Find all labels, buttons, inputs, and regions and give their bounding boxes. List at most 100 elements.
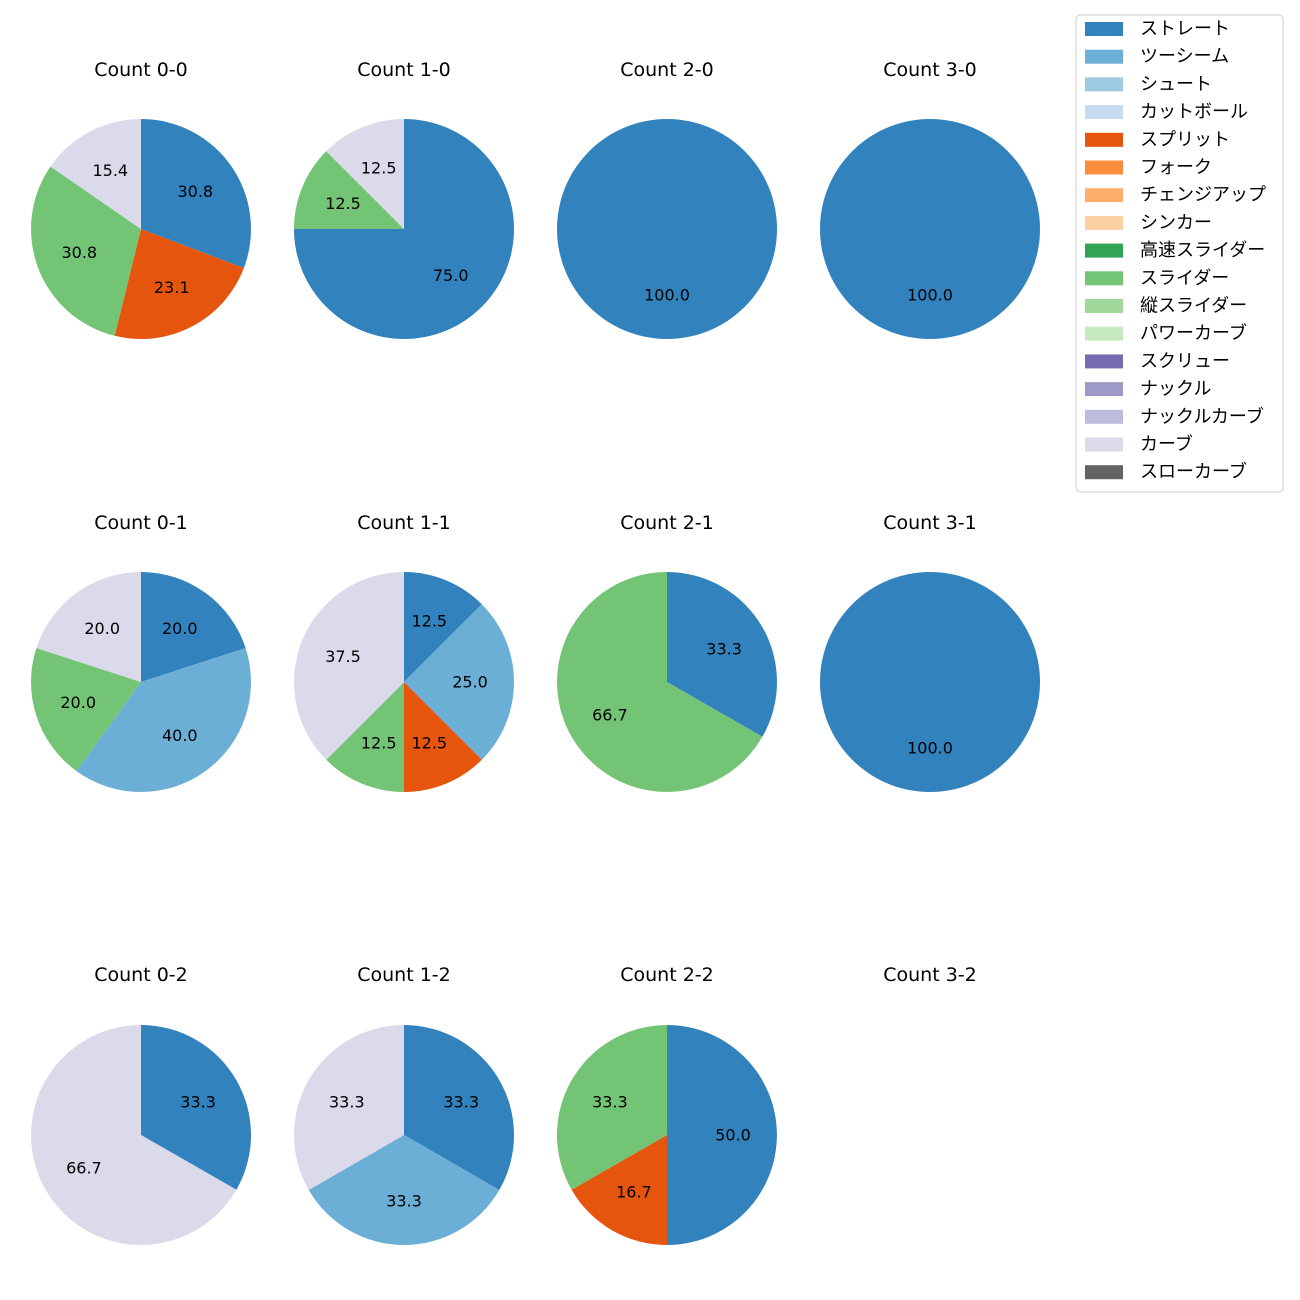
pie-chart: Count 3-2 [883, 964, 977, 986]
pie-chart: Count 3-1 100.0 [820, 512, 1040, 792]
slice-label: 33.3 [706, 639, 742, 658]
slice-label: 20.0 [162, 619, 198, 638]
slice-label: 40.0 [162, 726, 198, 745]
pie-slice [31, 1025, 237, 1245]
pie-title: Count 1-0 [357, 59, 451, 81]
legend-swatch [1085, 188, 1123, 203]
legend-swatch [1085, 299, 1123, 313]
slice-label: 33.3 [386, 1192, 422, 1211]
pie-title: Count 0-1 [94, 512, 188, 534]
pie-title: Count 1-2 [357, 964, 451, 986]
slice-label: 20.0 [60, 693, 96, 712]
pie-chart: Count 0-2 33.3 66.7 [31, 964, 252, 1245]
legend-item: シュート [1085, 74, 1212, 95]
legend-item: ストレート [1085, 19, 1230, 40]
pie-slice [556, 1025, 667, 1190]
pie-slice [326, 682, 404, 792]
pie-slice [50, 118, 141, 229]
legend-swatch [1085, 132, 1123, 147]
pie-slice [36, 572, 141, 682]
legend-label: シュート [1140, 74, 1212, 95]
pie-slice [76, 648, 252, 793]
pie-slice [557, 572, 763, 792]
pie-chart: Count 1-0 75.0 12.512.5 [294, 59, 514, 339]
legend-item: スクリュー [1085, 351, 1230, 372]
slice-label: 15.4 [92, 161, 128, 180]
legend-item: カーブ [1085, 433, 1193, 455]
pie-chart: Count 0-1 20.0 40.0 20.0 20.0 [30, 512, 252, 793]
legend-label: カットボール [1140, 102, 1248, 123]
slice-label: 12.5 [361, 734, 397, 753]
legend-label: スプリット [1140, 129, 1230, 150]
pie-chart: Count 1-2 33.3 33.3 33.3 [294, 964, 514, 1245]
slice-label: 30.8 [177, 182, 213, 201]
legend-label: ナックル [1140, 379, 1211, 400]
slice-label: 100.0 [907, 739, 953, 758]
pie-slice [404, 1025, 514, 1190]
pie-slice [308, 1135, 500, 1245]
legend-label: チェンジアップ [1140, 185, 1266, 206]
slice-label: 20.0 [84, 619, 120, 638]
pie-slice [326, 119, 404, 229]
pie-slice [667, 572, 778, 737]
legend-item: フォーク [1085, 157, 1212, 178]
slice-label: 12.5 [411, 612, 447, 631]
pie-chart: Count 2-0 100.0 [557, 59, 777, 339]
legend-item: カットボール [1085, 102, 1248, 123]
legend-item: スローカーブ [1085, 461, 1247, 483]
legend-swatch [1085, 437, 1123, 452]
legend-swatch [1085, 465, 1123, 480]
pie-chart: Count 1-1 12.5 25.0 12.5 12.5 37.5 [294, 512, 514, 792]
legend: ストレートツーシームシュートカットボールスプリットフォークチェンジアップシンカー… [1075, 14, 1284, 493]
legend-label: ナックルカーブ [1140, 405, 1264, 427]
slice-label: 16.7 [616, 1183, 652, 1202]
pie-slice [820, 119, 1040, 339]
legend-item: 高速スライダー [1085, 240, 1265, 261]
slice-label: 66.7 [66, 1159, 102, 1178]
pie-chart: Count 0-0 30.8 23.1 30.8 15.4 [30, 59, 251, 339]
slice-label: 12.5 [325, 194, 361, 213]
slice-label: 33.3 [329, 1093, 365, 1112]
legend-swatch [1085, 22, 1123, 36]
legend-label: ストレート [1140, 19, 1230, 40]
pie-chart: Count 2-2 50.0 16.7 33.3 [556, 964, 777, 1245]
legend-swatch [1085, 326, 1123, 341]
slice-label: 30.8 [61, 243, 97, 262]
legend-swatch [1085, 354, 1123, 369]
slice-label: 25.0 [452, 673, 488, 692]
legend-label: パワーカーブ [1140, 322, 1247, 344]
legend-item: 縦スライダー [1085, 296, 1247, 317]
legend-item: スライダー [1085, 268, 1229, 289]
slice-label: 12.5 [411, 734, 447, 753]
legend-frame [1075, 14, 1284, 493]
legend-label: スローカーブ [1140, 461, 1247, 483]
pie-title: Count 2-1 [620, 512, 714, 534]
legend-item: ツーシーム [1085, 46, 1229, 67]
pie-slice [557, 119, 777, 339]
pie-slice [294, 151, 404, 229]
slice-label: 33.3 [592, 1092, 628, 1111]
legend-swatch [1085, 77, 1123, 92]
pie-slice [571, 1135, 667, 1245]
pie-charts: Count 0-0 30.8 23.1 30.8 15.4 Count 1-0 75.0 12… [30, 59, 1040, 1245]
legend-item: ナックルカーブ [1085, 405, 1264, 427]
pie-title: Count 2-2 [620, 964, 714, 986]
legend-item: スプリット [1085, 129, 1230, 150]
legend-swatch [1085, 49, 1123, 64]
slice-label: 66.7 [592, 706, 628, 725]
pie-slice [141, 119, 251, 269]
legend-swatch [1085, 409, 1123, 424]
pie-slice [667, 1025, 777, 1245]
pie-title: Count 3-1 [883, 512, 977, 534]
slice-label: 33.3 [443, 1093, 479, 1112]
slice-label: 12.5 [361, 159, 397, 178]
legend-label: シンカー [1140, 212, 1212, 233]
slice-label: 75.0 [433, 266, 469, 285]
pie-slice [820, 572, 1040, 792]
pie-slice [294, 572, 404, 760]
legend-swatch [1085, 160, 1123, 175]
pie-slice [294, 1025, 404, 1190]
pie-slice [141, 572, 246, 682]
pie-title: Count 0-0 [94, 59, 188, 81]
